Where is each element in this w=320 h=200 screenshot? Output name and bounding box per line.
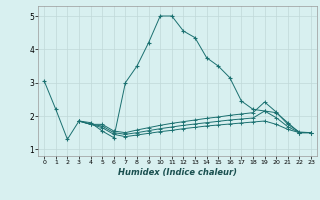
- X-axis label: Humidex (Indice chaleur): Humidex (Indice chaleur): [118, 168, 237, 177]
